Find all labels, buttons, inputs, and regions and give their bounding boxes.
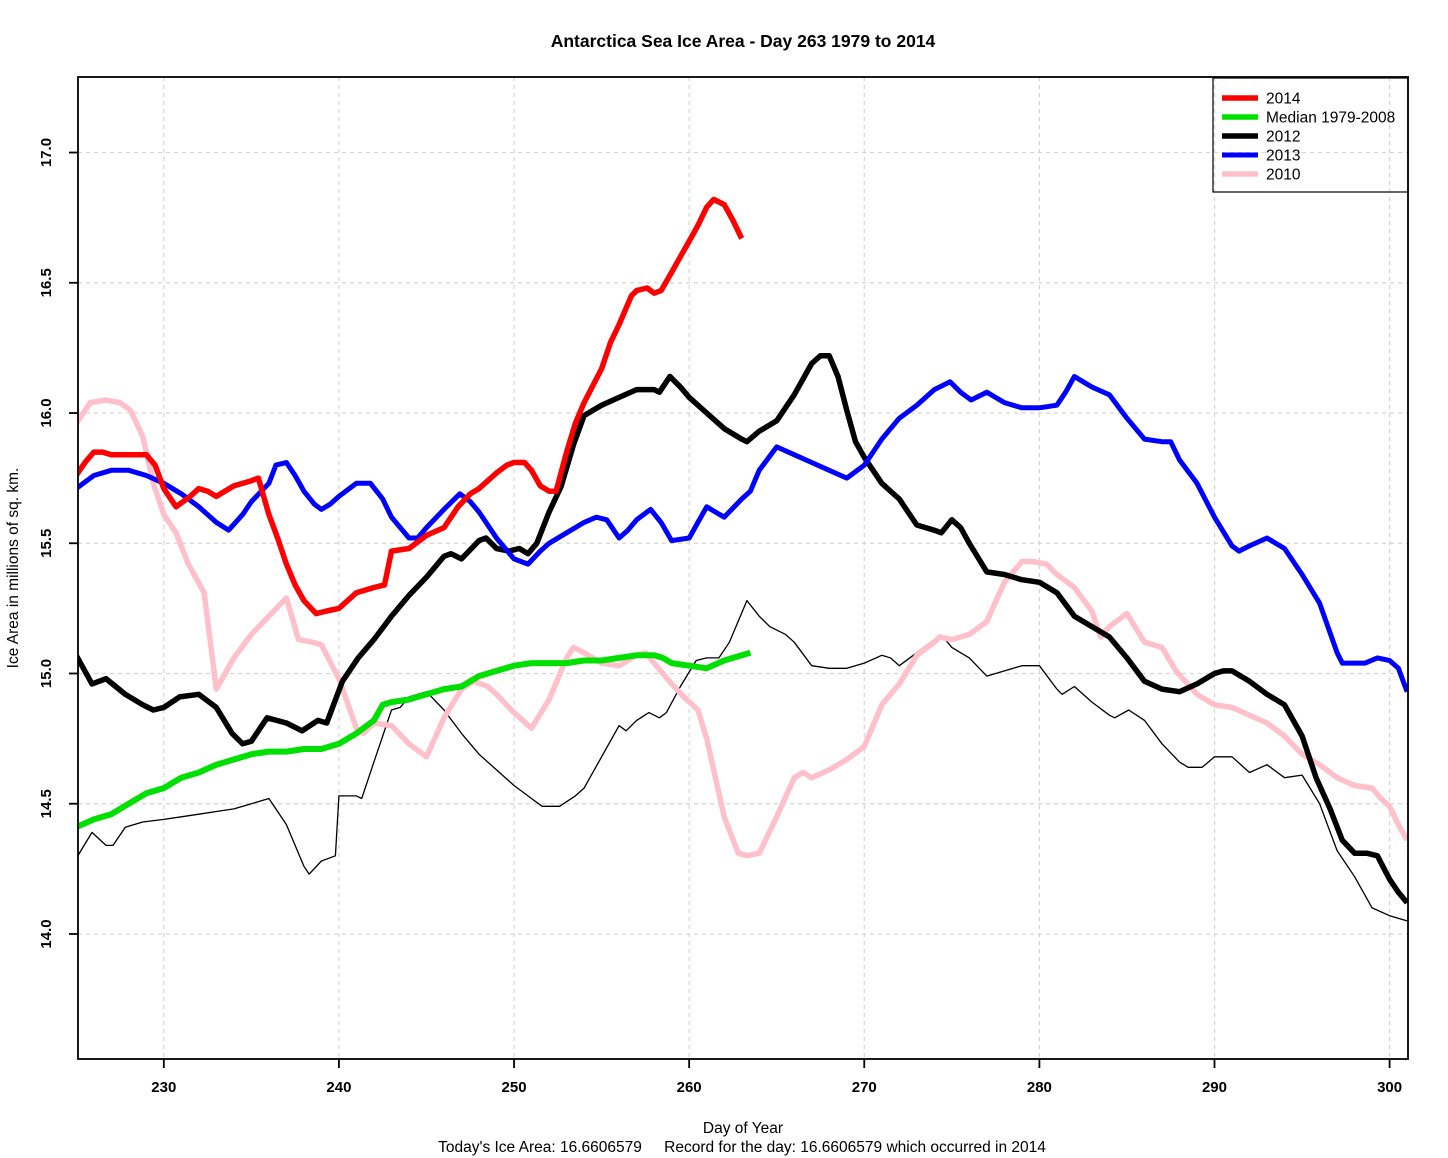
y-tick-label: 15.5 xyxy=(38,529,55,558)
legend-box xyxy=(1212,77,1409,193)
gridlines xyxy=(78,77,1408,1059)
x-tick-label: 240 xyxy=(326,1079,351,1096)
series-2010 xyxy=(78,397,1408,859)
legend-label: 2010 xyxy=(1266,167,1301,184)
series-Median 1979-2008 xyxy=(78,649,752,830)
legend-label: 2013 xyxy=(1266,148,1300,165)
series-2012 xyxy=(78,352,1408,905)
footer-today-value: Today's Ice Area: 16.6606579 xyxy=(438,1139,642,1156)
y-tick-label: 14.0 xyxy=(38,919,55,948)
series-unlabeled-thin-line xyxy=(78,599,1408,922)
x-tick-label: 290 xyxy=(1202,1079,1227,1096)
data-series xyxy=(78,196,1408,922)
y-tick-label: 16.0 xyxy=(38,398,55,427)
axis-ticks-and-labels: 230 240 250 260 270 280 290 300 14.0 14.5 15.0 15.5… xyxy=(38,138,1402,1096)
series-2013 xyxy=(78,374,1408,693)
y-tick-label: 16.5 xyxy=(38,268,55,297)
y-tick-label: 15.0 xyxy=(38,659,55,688)
y-tick-label: 14.5 xyxy=(38,789,55,818)
x-tick-label: 280 xyxy=(1027,1079,1052,1096)
x-tick-label: 300 xyxy=(1377,1079,1402,1096)
x-tick-label: 260 xyxy=(677,1079,702,1096)
x-tick-label: 250 xyxy=(502,1079,527,1096)
x-tick-label: 230 xyxy=(151,1079,176,1096)
legend-label: 2012 xyxy=(1266,129,1300,146)
x-tick-label: 270 xyxy=(852,1079,877,1096)
x-axis-title: Day of Year xyxy=(703,1120,783,1137)
plot-border xyxy=(77,76,1409,1060)
legend: 2014 Median 1979-2008 2012 2013 2010 xyxy=(1212,77,1409,193)
chart-title: Antarctica Sea Ice Area - Day 263 1979 t… xyxy=(551,31,936,51)
series-2014 xyxy=(78,196,745,617)
legend-label: 2014 xyxy=(1266,91,1301,108)
footer-record-value: Record for the day: 16.6606579 which occ… xyxy=(664,1139,1046,1156)
y-axis-title: Ice Area in millions of sq. km. xyxy=(5,468,22,669)
plot-frame xyxy=(77,76,1409,1060)
y-tick-label: 17.0 xyxy=(38,138,55,167)
legend-label: Median 1979-2008 xyxy=(1266,110,1395,127)
